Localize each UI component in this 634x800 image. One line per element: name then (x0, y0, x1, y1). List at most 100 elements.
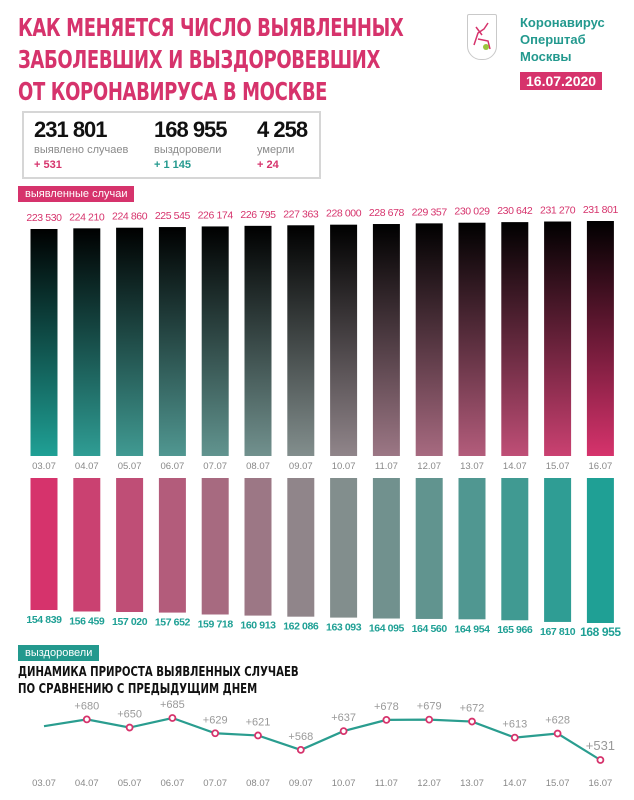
stat-label: выявлено случаев (34, 144, 129, 156)
growth-value-label: +568 (288, 731, 313, 743)
stat-value: 168 955 (154, 117, 228, 142)
growth-point (425, 715, 434, 724)
stat-value: 231 801 (34, 117, 108, 142)
recovered-bar (501, 478, 529, 621)
recovered-value-label: 160 913 (240, 620, 276, 632)
cases-value-label: 226 174 (198, 209, 234, 221)
recovered-bar (201, 478, 229, 615)
cases-bar (372, 224, 400, 456)
recovered-bar (330, 478, 358, 618)
date-label: 15.07 (546, 461, 570, 472)
cases-value-label: 224 860 (112, 211, 148, 223)
date-badge: 16.07.2020 (520, 72, 603, 90)
cases-bar (158, 227, 186, 456)
date-label: 09.07 (289, 778, 313, 789)
date-label: 12.07 (417, 461, 441, 472)
stat-value: 4 258 (257, 117, 308, 142)
cases-value-label: 228 000 (326, 208, 362, 220)
growth-point (296, 746, 305, 754)
summary-box: 231 801 выявлено случаев + 531 168 955 в… (22, 111, 321, 179)
cases-bar (458, 222, 486, 456)
recovered-value-label: 163 093 (326, 622, 362, 634)
recovered-bar (287, 478, 315, 617)
cases-bar (287, 225, 315, 456)
cases-value-label: 229 357 (412, 206, 448, 218)
cases-value-label: 231 270 (540, 205, 576, 217)
date-label: 03.07 (32, 461, 56, 472)
cases-bar (201, 226, 229, 456)
stat-label: выздоровели (154, 144, 222, 156)
date-label: 09.07 (289, 461, 313, 472)
recovered-value-label: 165 966 (497, 624, 533, 636)
stat-recovered: 168 955 выздоровели + 1 145 (154, 117, 228, 171)
date-label: 11.07 (375, 778, 398, 789)
growth-value-label: +621 (246, 716, 271, 728)
date-label: 07.07 (203, 778, 227, 789)
stat-delta: + 531 (34, 159, 62, 171)
growth-point (382, 716, 391, 724)
recovered-value-label: 164 095 (369, 623, 405, 635)
recovered-value-label: 154 839 (26, 614, 62, 626)
recovered-bar (244, 478, 272, 616)
line-chart-title: ДИНАМИКА ПРИРОСТА ВЫЯВЛЕННЫХ СЛУЧАЕВ ПО … (18, 664, 330, 698)
recovered-bar (415, 478, 443, 619)
recovered-value-label: 164 954 (454, 623, 490, 635)
growth-value-label: +613 (502, 719, 527, 731)
date-label: 13.07 (460, 461, 484, 472)
growth-value-label: +680 (74, 700, 99, 712)
cases-value-label: 227 363 (283, 208, 319, 220)
moscow-coat-of-arms-logo (467, 14, 497, 60)
cases-bar (30, 229, 58, 456)
cases-bar (73, 228, 101, 456)
recovered-value-label: 168 955 (580, 625, 621, 639)
date-label: 06.07 (161, 778, 185, 789)
recovered-bar (73, 478, 101, 612)
date-label: 03.07 (32, 778, 56, 789)
recovered-value-label: 159 718 (198, 618, 234, 630)
recovered-value-label: 164 560 (412, 623, 448, 635)
growth-point (596, 756, 605, 764)
stat-delta: + 24 (257, 159, 279, 171)
title-line: ЗАБОЛЕВШИХ И ВЫЗДОРОВЕВШИХ (18, 45, 381, 74)
org-line: Коронавирус (520, 15, 605, 30)
date-label: 10.07 (332, 461, 356, 472)
date-label: 13.07 (460, 778, 484, 789)
cases-value-label: 230 642 (497, 205, 533, 217)
recovered-bar (544, 478, 572, 622)
date-label: 15.07 (546, 778, 570, 789)
growth-value-label: +685 (160, 699, 185, 711)
page-title: КАК МЕНЯЕТСЯ ЧИСЛО ВЫЯВЛЕННЫХ ЗАБОЛЕВШИХ… (18, 12, 421, 108)
growth-point (125, 723, 134, 732)
growth-point (339, 727, 348, 735)
date-label: 06.07 (161, 461, 185, 472)
title-line: ДИНАМИКА ПРИРОСТА ВЫЯВЛЕННЫХ СЛУЧАЕВ (18, 665, 299, 680)
cases-bar (501, 222, 529, 456)
growth-value-label: +637 (331, 712, 356, 724)
recovered-bar (458, 478, 486, 620)
growth-value-label: +672 (460, 703, 485, 715)
recovered-bar (158, 478, 186, 613)
cases-bar (586, 221, 614, 456)
growth-value-label: +531 (586, 738, 615, 753)
date-label: 04.07 (75, 461, 99, 472)
growth-point (254, 731, 262, 740)
title-line: ПО СРАВНЕНИЮ С ПРЕДЫДУЩИМ ДНЕМ (18, 682, 258, 697)
cases-value-label: 225 545 (155, 210, 191, 222)
recovered-bar (116, 478, 144, 613)
growth-value-label: +678 (374, 701, 399, 713)
recovered-legend-badge: выздоровели (18, 645, 100, 661)
cases-bar (544, 221, 572, 456)
cases-bar (244, 225, 272, 456)
org-line: Оперштаб (520, 32, 586, 47)
date-label: 16.07 (589, 778, 613, 789)
org-line: Москвы (520, 49, 572, 64)
cases-bar (116, 227, 144, 456)
cases-value-label: 223 530 (26, 212, 62, 224)
recovered-bar (372, 478, 400, 619)
date-label: 04.07 (75, 778, 99, 789)
date-label: 07.07 (203, 461, 227, 472)
growth-point (211, 729, 220, 738)
cases-value-label: 228 678 (369, 207, 405, 219)
cases-bar (330, 224, 358, 456)
